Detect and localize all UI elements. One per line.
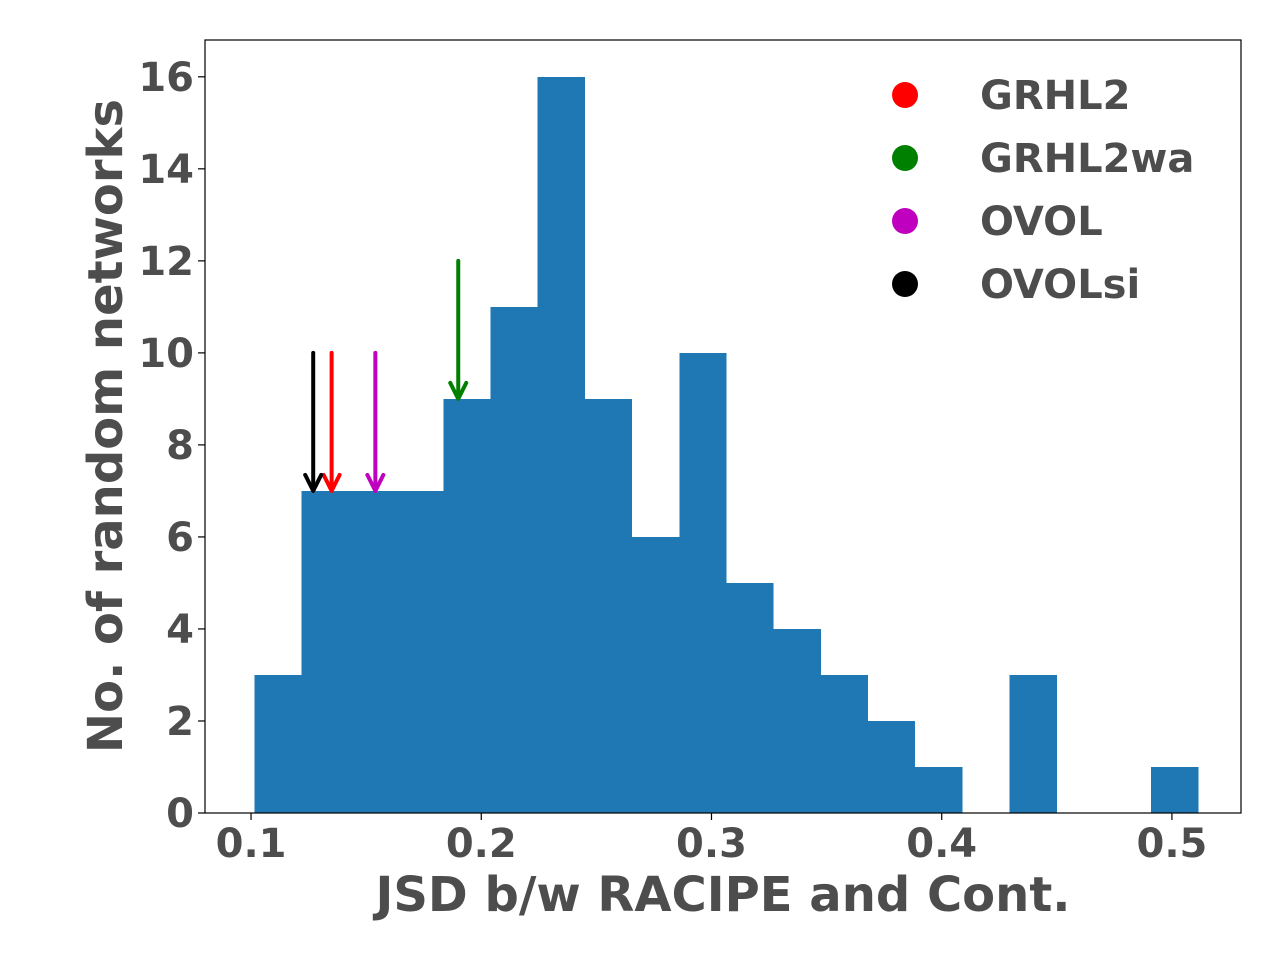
- y-axis-ticks: 0 2 4 6 8 10 12 14 16: [138, 55, 205, 837]
- legend-marker: [892, 271, 918, 297]
- histogram-bar: [868, 720, 916, 813]
- histogram-bar: [915, 766, 963, 813]
- legend-entry: OVOLsi: [892, 262, 1140, 308]
- legend-label: OVOL: [980, 199, 1103, 245]
- legend-entry: GRHL2wa: [892, 136, 1194, 182]
- marker-arrow: [321, 350, 342, 493]
- histogram-bar: [443, 398, 491, 813]
- y-tick-label: 14: [138, 147, 194, 193]
- histogram-bar: [301, 490, 349, 813]
- y-tick-label: 10: [138, 331, 194, 377]
- x-axis-title: JSD b/w RACIPE and Cont.: [373, 867, 1071, 923]
- histogram-bar: [726, 582, 774, 813]
- y-tick-label: 8: [166, 423, 194, 469]
- histogram-bar: [396, 490, 444, 813]
- y-tick-label: 16: [138, 55, 194, 101]
- legend-entry: OVOL: [892, 199, 1103, 245]
- y-tick-label: 6: [166, 515, 194, 561]
- histogram-bar: [773, 628, 821, 813]
- histogram-bar: [490, 306, 538, 813]
- histogram-bar: [679, 352, 727, 813]
- y-tick-label: 4: [166, 607, 194, 653]
- legend-marker: [892, 145, 918, 171]
- marker-arrow: [303, 350, 324, 493]
- marker-arrow: [448, 258, 469, 401]
- marker-arrows: [303, 258, 469, 493]
- histogram-bar: [1151, 766, 1199, 813]
- legend-label: GRHL2: [980, 73, 1130, 119]
- x-tick-label: 0.1: [216, 821, 287, 867]
- x-tick-label: 0.2: [446, 821, 517, 867]
- x-axis-ticks: 0.1 0.2 0.3 0.4 0.5: [216, 813, 1208, 867]
- legend-label: OVOLsi: [980, 262, 1140, 308]
- plot-frame: [204, 39, 1242, 814]
- histogram-bar: [584, 398, 633, 813]
- y-axis-title: No. of random networks: [78, 99, 134, 753]
- legend-marker: [892, 208, 918, 234]
- histogram-bar: [1009, 674, 1057, 813]
- histogram-bar: [348, 490, 397, 813]
- x-tick-label: 0.4: [906, 821, 977, 867]
- legend-label: GRHL2wa: [980, 136, 1194, 182]
- legend-entry: GRHL2: [892, 73, 1130, 119]
- histogram-bar: [254, 674, 302, 813]
- y-tick-label: 12: [138, 239, 194, 285]
- histogram-bars: [254, 76, 1199, 814]
- x-tick-label: 0.5: [1137, 821, 1208, 867]
- histogram-bar: [820, 674, 869, 813]
- x-tick-label: 0.3: [676, 821, 747, 867]
- histogram-bar: [537, 76, 585, 814]
- y-tick-label: 0: [166, 791, 194, 837]
- legend-marker: [892, 82, 918, 108]
- histogram-bar: [632, 536, 680, 813]
- legend: GRHL2 GRHL2wa OVOL OVOLsi: [892, 73, 1194, 308]
- y-tick-label: 2: [166, 699, 194, 745]
- marker-arrow: [365, 350, 386, 493]
